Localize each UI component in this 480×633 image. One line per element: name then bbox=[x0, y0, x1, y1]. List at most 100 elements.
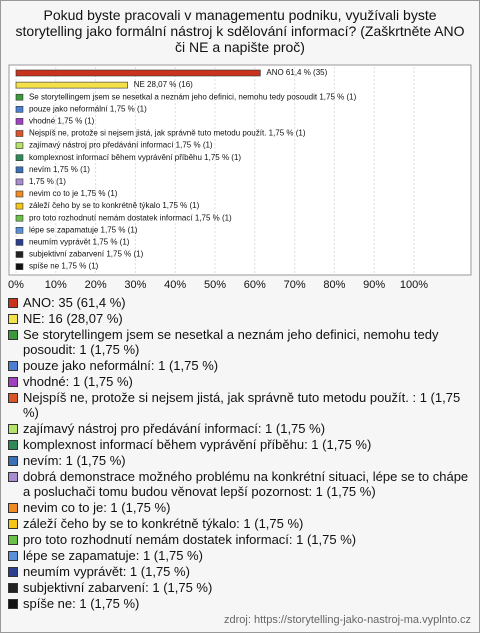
legend-label: záleží čeho by se to konkrétně týkalo: 1… bbox=[23, 516, 304, 531]
x-tick-label: 80% bbox=[323, 279, 345, 291]
legend-item: komplexnost informací během vyprávění př… bbox=[7, 437, 473, 452]
legend-marker bbox=[8, 551, 18, 561]
legend-label: pro toto rozhodnutí nemám dostatek infor… bbox=[23, 532, 357, 547]
legend-label: nevím: 1 (1,75 %) bbox=[23, 453, 126, 468]
bar bbox=[15, 118, 24, 125]
bar bbox=[15, 166, 24, 174]
bar bbox=[15, 263, 24, 270]
legend-marker bbox=[8, 519, 18, 529]
legend-label: neumím vyprávět: 1 (1,75 %) bbox=[23, 564, 190, 579]
legend-item: NE: 16 (28,07 %) bbox=[7, 311, 473, 326]
bar-label: 1,75 % (1) bbox=[29, 177, 66, 186]
legend-item: pouze jako neformální: 1 (1,75 %) bbox=[7, 358, 473, 373]
bar bbox=[15, 105, 24, 113]
bar-label: lépe se zapamatuje 1,75 % (1) bbox=[29, 225, 138, 234]
legend-item: neumím vyprávět: 1 (1,75 %) bbox=[7, 564, 473, 579]
bar-label: nevím 1,75 % (1) bbox=[29, 165, 90, 174]
x-tick-label: 100% bbox=[400, 279, 428, 291]
bar-label: neumím vyprávět 1,75 % (1) bbox=[29, 238, 130, 247]
bar bbox=[15, 93, 24, 101]
legend-marker bbox=[8, 330, 18, 340]
chart: 0% 10% 20% 30% 40% 50% 60% 70% 80% 90% 100% ANO 61,… bbox=[8, 64, 472, 291]
chart-title: Pokud byste pracovali v managementu podn… bbox=[15, 7, 465, 55]
x-tick-label: 40% bbox=[164, 279, 186, 291]
x-tick-label: 90% bbox=[363, 279, 385, 291]
legend-label: komplexnost informací během vyprávění př… bbox=[23, 437, 372, 452]
legend-label: spíše ne: 1 (1,75 %) bbox=[23, 596, 140, 611]
x-tick-label: 50% bbox=[204, 279, 226, 291]
legend-marker bbox=[8, 503, 18, 513]
legend-item: subjektivní zabarvení: 1 (1,75 %) bbox=[7, 580, 473, 595]
legend-label: pouze jako neformální: 1 (1,75 %) bbox=[23, 358, 219, 373]
legend-item: lépe se zapamatuje: 1 (1,75 %) bbox=[7, 548, 473, 563]
legend-label: dobrá demonstrace možného problému na ko… bbox=[23, 469, 469, 499]
legend-marker bbox=[8, 456, 18, 466]
bar-label: subjektivní zabarvení 1,75 % (1) bbox=[29, 250, 144, 259]
x-tick-label: 10% bbox=[45, 279, 67, 291]
bar bbox=[15, 190, 24, 198]
legend-item: vhodné: 1 (1,75 %) bbox=[7, 374, 473, 389]
x-tick-label: 70% bbox=[284, 279, 306, 291]
legend-marker bbox=[8, 535, 18, 545]
legend-item: spíše ne: 1 (1,75 %) bbox=[7, 596, 473, 611]
bar bbox=[15, 227, 24, 234]
legend-label: Nejspíš ne, protože si nejsem jistá, jak… bbox=[23, 390, 461, 420]
bar-label: pouze jako neformální 1,75 % (1) bbox=[29, 104, 147, 113]
legend-item: nevím: 1 (1,75 %) bbox=[7, 453, 473, 468]
legend-label: NE: 16 (28,07 %) bbox=[23, 311, 123, 326]
bar-label: NE 28,07 % (16) bbox=[134, 80, 193, 89]
legend-item: ANO: 35 (61,4 %) bbox=[7, 295, 473, 310]
legend-label: zajímavý nástroj pro předávání informací… bbox=[23, 421, 326, 436]
legend-marker bbox=[8, 472, 18, 482]
bar-label: zajímavý nástroj pro předávání informací… bbox=[29, 141, 213, 150]
bar-label: nevim co to je 1,75 % (1) bbox=[29, 189, 118, 198]
legend-marker bbox=[8, 424, 18, 434]
bar bbox=[15, 142, 24, 149]
legend-marker bbox=[8, 393, 18, 403]
x-tick-label: 0% bbox=[8, 279, 24, 291]
legend-marker bbox=[8, 567, 18, 577]
plot-frame bbox=[8, 64, 472, 276]
legend-marker bbox=[8, 361, 18, 371]
bar bbox=[15, 178, 24, 186]
bar bbox=[15, 154, 24, 161]
legend-marker bbox=[8, 377, 18, 387]
legend-item: Nejspíš ne, protože si nejsem jistá, jak… bbox=[7, 390, 473, 420]
legend-item: dobrá demonstrace možného problému na ko… bbox=[7, 469, 473, 499]
legend-label: subjektivní zabarvení: 1 (1,75 %) bbox=[23, 580, 213, 595]
legend-marker bbox=[8, 298, 18, 308]
legend-marker bbox=[8, 583, 18, 593]
bar-label: pro toto rozhodnutí nemám dostatek infor… bbox=[29, 213, 232, 222]
bar-label: Nejspíš ne, protože si nejsem jistá, jak… bbox=[29, 129, 306, 138]
bar bbox=[15, 251, 24, 258]
source: zdroj: https://storytelling-jako-nastroj… bbox=[224, 614, 471, 626]
bar bbox=[15, 202, 24, 210]
legend-marker bbox=[8, 314, 18, 324]
legend-item: záleží čeho by se to konkrétně týkalo: 1… bbox=[7, 516, 473, 531]
legend-marker bbox=[8, 440, 18, 450]
bar-label: Se storytellingem jsem se nesetkal a nez… bbox=[29, 92, 357, 101]
bar bbox=[15, 214, 24, 222]
legend: ANO: 35 (61,4 %) NE: 16 (28,07 %) Se story… bbox=[7, 295, 473, 612]
bar-label: vhodné 1,75 % (1) bbox=[29, 117, 95, 126]
bar bbox=[15, 81, 129, 89]
legend-label: ANO: 35 (61,4 %) bbox=[23, 295, 126, 310]
bar bbox=[15, 130, 24, 137]
legend-label: Se storytellingem jsem se nesetkal a nez… bbox=[23, 327, 439, 357]
legend-item: zajímavý nástroj pro předávání informací… bbox=[7, 421, 473, 436]
legend-item: nevim co to je: 1 (1,75 %) bbox=[7, 500, 473, 515]
legend-label: vhodné: 1 (1,75 %) bbox=[23, 374, 133, 389]
bar bbox=[15, 239, 24, 246]
bar-label: komplexnost informací během vyprávění př… bbox=[29, 153, 241, 162]
bar bbox=[15, 69, 261, 77]
legend-marker bbox=[8, 599, 18, 609]
legend-item: pro toto rozhodnutí nemám dostatek infor… bbox=[7, 532, 473, 547]
bar-label: ANO 61,4 % (35) bbox=[266, 68, 327, 77]
legend-label: nevim co to je: 1 (1,75 %) bbox=[23, 500, 171, 515]
x-tick-label: 60% bbox=[244, 279, 266, 291]
legend-item: Se storytellingem jsem se nesetkal a nez… bbox=[7, 327, 473, 357]
bar-label: spíše ne 1,75 % (1) bbox=[29, 262, 99, 271]
x-tick-label: 30% bbox=[124, 279, 146, 291]
x-tick-label: 20% bbox=[85, 279, 107, 291]
